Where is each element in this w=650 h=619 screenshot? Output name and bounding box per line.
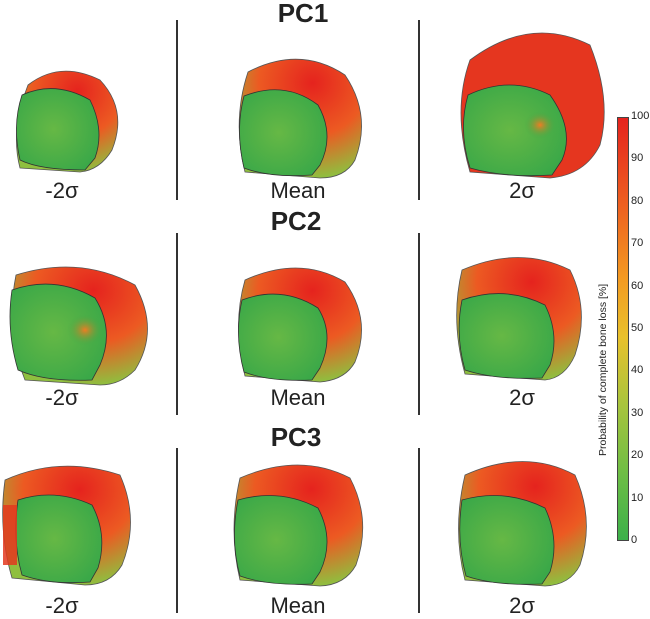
model-pc1-mean <box>238 58 362 179</box>
row3-label-plus2sigma: 2σ <box>509 593 535 618</box>
model-pc3-mean <box>233 464 364 587</box>
row3-label-minus2sigma: -2σ <box>45 593 79 618</box>
model-pc1-plus2sigma <box>460 32 605 179</box>
model-pc2-mean <box>238 267 362 383</box>
model-pc1-minus2sigma <box>16 70 119 173</box>
row2-label-mean: Mean <box>270 385 326 410</box>
separator-row2-right <box>418 233 420 415</box>
colorbar-tick-label: 90 <box>631 152 644 165</box>
model-pc3-plus2sigma <box>458 461 587 587</box>
row3-label-mean: Mean <box>270 593 326 618</box>
row1-label-mean: Mean <box>270 178 326 203</box>
row1-label-plus2sigma: 2σ <box>509 178 535 203</box>
colorbar-tick-label: 0 <box>631 534 638 546</box>
separator-row1-left <box>176 20 178 200</box>
row2-label-minus2sigma: -2σ <box>45 385 79 410</box>
row2-label-plus2sigma: 2σ <box>509 385 535 410</box>
row1-label-minus2sigma: -2σ <box>45 178 79 203</box>
model-pc3-minus2sigma <box>2 465 131 586</box>
separator-row1-right <box>418 20 420 200</box>
colorbar-tick-label: 20 <box>631 449 644 462</box>
pc2-title: PC2 <box>270 206 322 236</box>
colorbar-tick-label: 80 <box>631 194 644 207</box>
pc1-title: PC1 <box>277 0 329 28</box>
colorbar-gradient <box>617 117 629 541</box>
colorbar-tick-label: 40 <box>631 364 644 377</box>
separator-row2-left <box>176 233 178 415</box>
colorbar-tick-label: 70 <box>631 237 644 250</box>
colorbar-title: Probability of complete bone loss [%] <box>597 283 609 456</box>
colorbar-tick-label: 60 <box>631 279 644 292</box>
colorbar-tick-label: 30 <box>631 406 644 419</box>
pc3-title: PC3 <box>270 422 322 452</box>
model-pc2-plus2sigma <box>456 257 582 381</box>
colorbar-tick-label: 10 <box>631 491 644 504</box>
colorbar-tick-label: 50 <box>631 322 644 334</box>
colorbar-tick-label: 100 <box>631 110 650 122</box>
model-pc2-minus2sigma <box>9 266 148 386</box>
separator-row3-left <box>176 448 178 613</box>
colorbar <box>617 117 629 541</box>
separator-row3-right <box>418 448 420 613</box>
